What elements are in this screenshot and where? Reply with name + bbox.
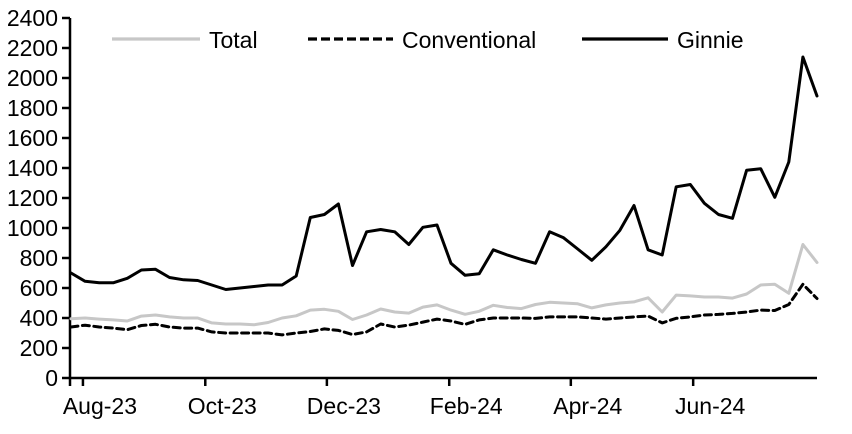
y-axis-tick-label: 1800 (7, 95, 58, 121)
series-line-total (69, 243, 819, 327)
series-line-conventional (69, 282, 819, 337)
y-axis-tick-label: 2000 (7, 65, 58, 91)
y-axis-tick-label: 0 (45, 365, 58, 391)
y-axis-tick-label: 1000 (7, 215, 58, 241)
x-axis-tick-label: Aug-23 (63, 393, 137, 419)
y-axis-tick-label: 600 (20, 275, 58, 301)
y-axis-tick-label: 800 (20, 245, 58, 271)
x-axis-tick-label: Dec-23 (307, 393, 381, 419)
y-axis-tick-label: 2200 (7, 35, 58, 61)
legend-label-conventional: Conventional (402, 27, 536, 53)
x-axis-tick-label: Feb-24 (430, 393, 503, 419)
y-axis-tick-label: 1200 (7, 185, 58, 211)
y-axis-tick-label: 1400 (7, 155, 58, 181)
series-line-ginnie (69, 55, 819, 291)
x-axis-tick-label: Oct-23 (188, 393, 257, 419)
y-axis-tick-label: 2400 (7, 5, 58, 31)
legend-label-ginnie: Ginnie (677, 27, 743, 53)
y-axis-tick-label: 400 (20, 305, 58, 331)
legend-label-total: Total (209, 27, 258, 53)
x-axis-tick-label: Jun-24 (675, 393, 746, 419)
y-axis-tick-label: 1600 (7, 125, 58, 151)
x-axis-tick-label: Apr-24 (553, 393, 622, 419)
y-axis-tick-label: 200 (20, 335, 58, 361)
